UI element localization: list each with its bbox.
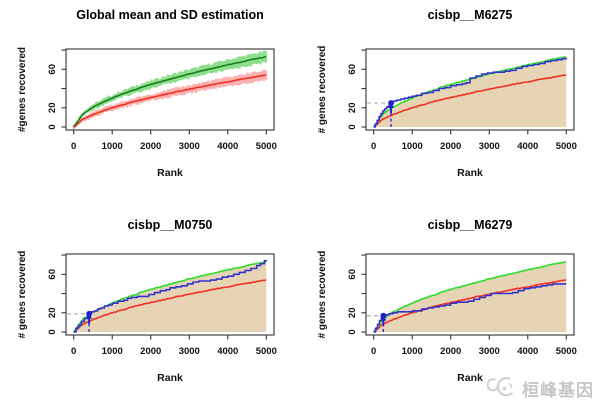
x-tick-label: 4000 — [217, 346, 238, 357]
x-tick-label: 2000 — [140, 141, 161, 152]
chat-face-logo-icon — [487, 376, 513, 397]
plot-box — [365, 253, 575, 336]
watermark: 桓峰基因 — [487, 375, 594, 401]
y-tick-label: 60 — [347, 269, 358, 280]
sd-curve — [73, 74, 267, 128]
y-tick-label: 20 — [47, 307, 58, 318]
x-tick-label: 2000 — [440, 141, 461, 152]
x-tick-label: 3000 — [479, 141, 500, 152]
x-tick-label: 2000 — [440, 346, 461, 357]
x-tick-label: 4000 — [517, 346, 538, 357]
y-tick-label: 0 — [47, 124, 58, 129]
y-tick-label: 0 — [47, 329, 58, 334]
panel-global-mean: 0 1000 2000 3000 4000 5000 0 20 60 Global mean an… — [0, 0, 300, 205]
y-tick-label: 20 — [347, 307, 358, 318]
y-axis-label: #genes recovered — [17, 47, 28, 132]
panel-title: Global mean and SD estimation — [76, 8, 264, 22]
x-tick-label: 4000 — [217, 141, 238, 152]
x-tick-label: 5000 — [256, 346, 277, 357]
x-tick-label: 1000 — [102, 141, 123, 152]
sd-curve — [73, 279, 267, 333]
auc-fill-area — [73, 261, 267, 332]
chart-cisbp__M0750: 0 1000 2000 3000 4000 5000 0 20 60 cisbp__M0750 Ra… — [17, 218, 277, 384]
x-tick-label: 3000 — [179, 141, 200, 152]
panel-title: cisbp__M6275 — [428, 8, 513, 22]
x-tick-label: 0 — [371, 346, 376, 357]
sd-curve — [373, 74, 567, 128]
x-tick-label: 5000 — [256, 141, 277, 152]
panel-title: cisbp__M6279 — [428, 218, 513, 232]
x-tick-label: 0 — [371, 141, 376, 152]
plot-box — [365, 48, 575, 131]
panel-cisbp-M0750: 0 1000 2000 3000 4000 5000 0 20 60 cisbp__M0750 Ra… — [0, 205, 300, 410]
y-axis-label: # genes recovered — [317, 251, 328, 339]
recovery-curve — [373, 57, 568, 128]
y-axis-label: # genes recovered — [317, 46, 328, 134]
plot-box — [65, 253, 275, 336]
watermark-text: 桓峰基因 — [522, 380, 594, 400]
x-axis-label: Rank — [157, 372, 183, 384]
x-tick-label: 5000 — [556, 346, 577, 357]
annotation-dot — [380, 312, 387, 319]
panel-title: cisbp__M0750 — [128, 218, 213, 232]
chart-cisbp__M6275: 0 1000 2000 3000 4000 5000 0 20 60 cisbp__M6275 Ra… — [317, 8, 577, 179]
x-axis-label: Rank — [457, 372, 483, 384]
x-tick-label: 3000 — [479, 346, 500, 357]
mean-curve — [73, 56, 267, 128]
x-tick-label: 5000 — [556, 141, 577, 152]
annotation-dot — [86, 310, 93, 317]
y-tick-label: 60 — [47, 64, 58, 75]
x-tick-label: 4000 — [517, 141, 538, 152]
y-tick-label: 60 — [47, 269, 58, 280]
annotation-dot — [388, 100, 394, 106]
y-tick-label: 60 — [347, 64, 358, 75]
x-tick-label: 3000 — [179, 346, 200, 357]
panel-cisbp-M6279: 0 1000 2000 3000 4000 5000 0 20 60 cisbp__M6279 Ra… — [300, 205, 600, 410]
x-tick-label: 1000 — [402, 141, 423, 152]
x-tick-label: 1000 — [102, 346, 123, 357]
panel-cisbp-M6275: 0 1000 2000 3000 4000 5000 0 20 60 cisbp__M6275 Ra… — [300, 0, 600, 205]
y-tick-label: 0 — [347, 124, 358, 129]
y-tick-label: 20 — [347, 102, 358, 113]
x-axis-label: Rank — [457, 167, 483, 179]
x-tick-label: 0 — [71, 346, 76, 357]
y-tick-label: 0 — [347, 329, 358, 334]
x-axis-label: Rank — [157, 167, 183, 179]
auc-fill-area — [373, 56, 567, 127]
sd-curve — [373, 279, 567, 333]
x-tick-label: 2000 — [140, 346, 161, 357]
plot-box — [65, 48, 275, 131]
chart-cisbp__M6279: 0 1000 2000 3000 4000 5000 0 20 60 cisbp__M6279 Ra… — [317, 218, 577, 384]
auc-fill-area — [373, 261, 567, 332]
x-tick-label: 1000 — [402, 346, 423, 357]
x-tick-label: 0 — [71, 141, 76, 152]
chart-global-mean: 0 1000 2000 3000 4000 5000 0 20 60 Global mean an… — [17, 8, 277, 179]
mean-curve — [373, 261, 567, 333]
y-tick-label: 20 — [47, 102, 58, 113]
y-axis-label: # genes recovered — [17, 251, 28, 339]
